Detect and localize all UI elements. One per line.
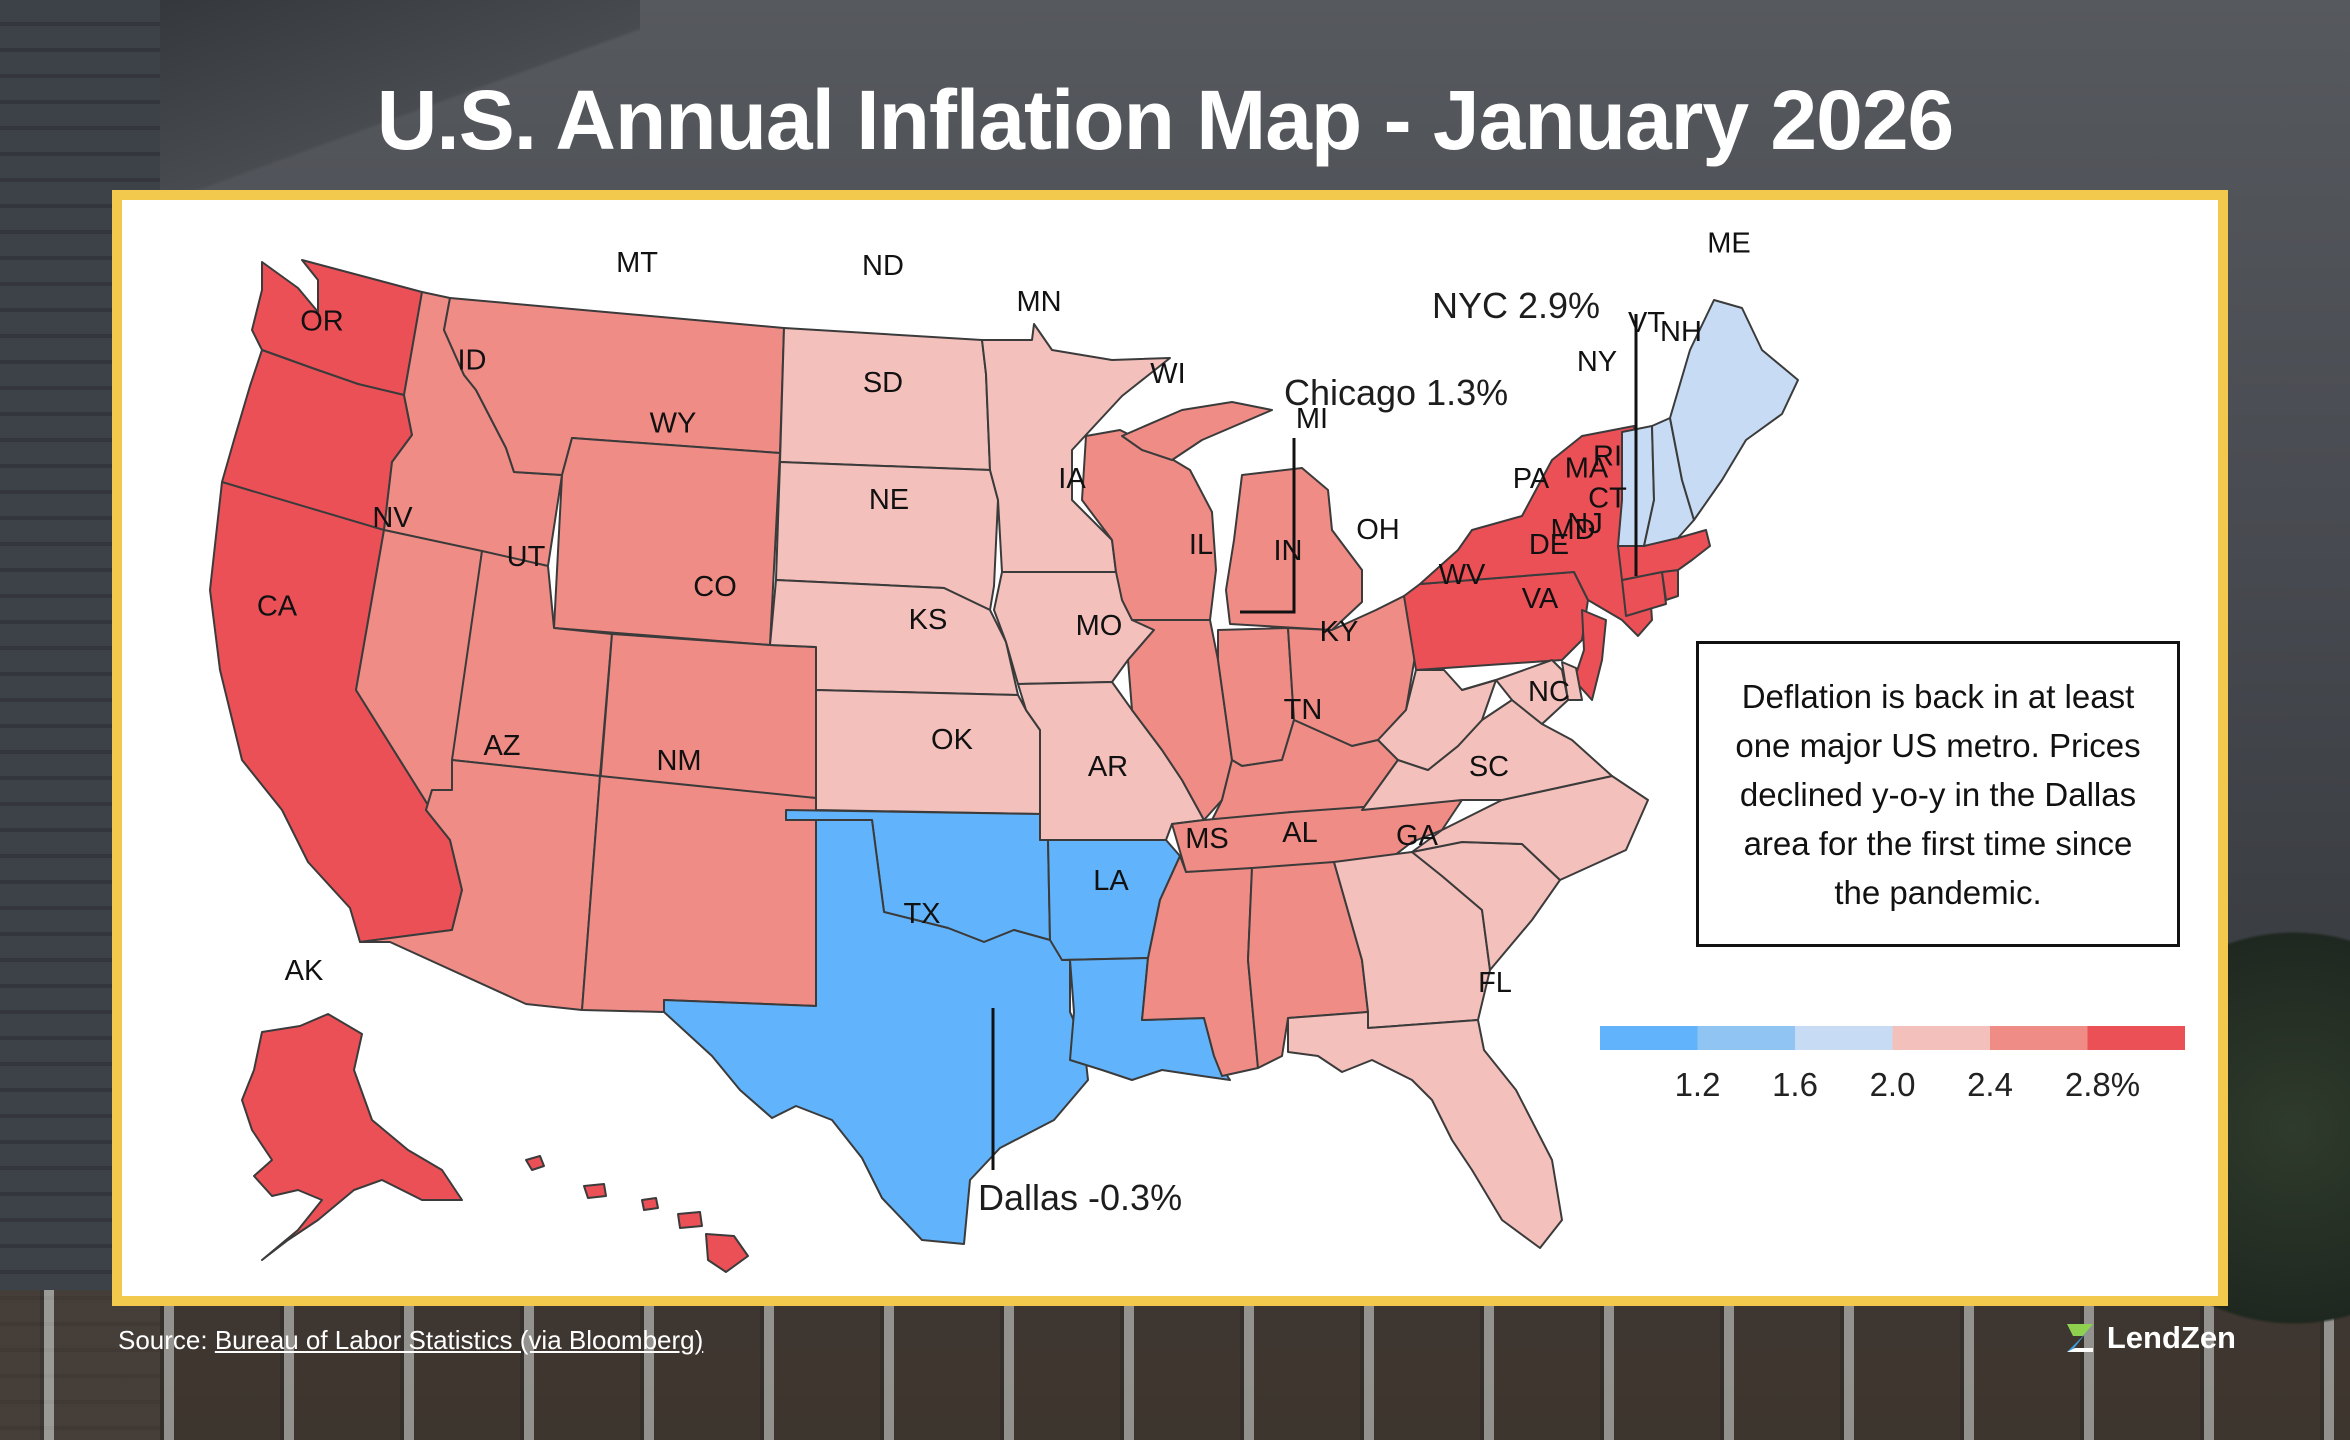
- source-line: Source: Bureau of Labor Statistics (via …: [118, 1325, 703, 1356]
- state-nj[interactable]: [1573, 609, 1607, 701]
- state-label-az: AZ: [483, 730, 520, 762]
- state-mn[interactable]: [981, 323, 1171, 573]
- state-label-pa: PA: [1513, 463, 1550, 495]
- state-wy[interactable]: [553, 437, 781, 646]
- legend-swatch: [1892, 1026, 1990, 1050]
- state-label-ne: NE: [869, 484, 909, 516]
- state-mi[interactable]: [1121, 401, 1363, 631]
- state-il[interactable]: [1127, 619, 1233, 821]
- background-trees: [2210, 920, 2350, 1440]
- state-labels: WA OR CA ID NV MT WY UT CO AZ NM ND SD NE KS OK TX MN IA MO…: [257, 200, 1751, 999]
- chicago-label: Chicago 1.3%: [1284, 372, 1508, 413]
- state-ma[interactable]: [1617, 529, 1711, 581]
- legend-tick-label: 1.2: [1675, 1066, 1721, 1103]
- state-label-sc: SC: [1469, 751, 1509, 783]
- state-label-il: IL: [1189, 529, 1213, 561]
- state-label-in: IN: [1274, 535, 1303, 567]
- state-label-vt: VT: [1628, 307, 1665, 339]
- state-label-tx: TX: [903, 898, 940, 930]
- state-label-ks: KS: [909, 604, 948, 636]
- source-link[interactable]: Bureau of Labor Statistics (via Bloomber…: [214, 1325, 704, 1355]
- state-label-ct: CT: [1588, 483, 1627, 515]
- state-de[interactable]: [1561, 661, 1583, 701]
- state-label-tn: TN: [1284, 694, 1323, 726]
- state-nd[interactable]: [779, 327, 991, 471]
- state-ks[interactable]: [815, 689, 1041, 815]
- nyc-label: NYC 2.9%: [1432, 285, 1600, 326]
- legend-swatch: [2087, 1026, 2185, 1050]
- state-label-id: ID: [458, 345, 487, 377]
- state-label-nv: NV: [372, 502, 413, 534]
- states-layer: [209, 259, 1799, 1273]
- state-co[interactable]: [599, 633, 817, 799]
- us-inflation-map: WA OR CA ID NV MT WY UT CO AZ NM ND SD NE KS OK TX MN IA MO…: [209, 200, 2185, 1273]
- state-label-nj: NJ: [1567, 508, 1602, 540]
- state-label-mo: MO: [1076, 610, 1123, 642]
- page-title: U.S. Annual Inflation Map - January 2026: [376, 73, 1955, 167]
- state-label-ri: RI: [1593, 441, 1622, 473]
- state-ak[interactable]: [241, 1013, 463, 1261]
- state-label-de: DE: [1529, 529, 1569, 561]
- state-label-sd: SD: [863, 367, 903, 399]
- source-prefix: Source:: [118, 1325, 215, 1355]
- state-pa[interactable]: [1403, 571, 1589, 671]
- state-label-co: CO: [693, 571, 737, 603]
- state-in[interactable]: [1217, 627, 1295, 767]
- state-label-mt: MT: [616, 247, 658, 279]
- state-label-wa: WA: [332, 200, 378, 204]
- state-label-nm: NM: [656, 745, 701, 777]
- state-label-ak: AK: [285, 955, 324, 987]
- state-label-wi: WI: [1150, 358, 1185, 390]
- state-label-nc: NC: [1528, 676, 1570, 708]
- state-fl[interactable]: [1287, 1011, 1563, 1249]
- state-me[interactable]: [1669, 299, 1799, 521]
- state-tx[interactable]: [663, 819, 1089, 1245]
- state-label-ar: AR: [1088, 751, 1128, 783]
- state-label-va: VA: [1522, 583, 1559, 615]
- state-label-ia: IA: [1058, 463, 1086, 495]
- lendzen-logo-icon: [2066, 1324, 2093, 1352]
- legend-swatch: [1795, 1026, 1893, 1050]
- state-label-nh: NH: [1660, 316, 1702, 348]
- state-label-ny: NY: [1577, 346, 1617, 378]
- state-label-ok: OK: [931, 724, 974, 756]
- state-label-ky: KY: [1320, 616, 1359, 648]
- brand-name: LendZen: [2106, 1320, 2236, 1355]
- state-label-ga: GA: [1396, 820, 1439, 852]
- state-label-mi: MI: [1296, 403, 1328, 435]
- state-label-fl: FL: [1478, 967, 1512, 999]
- map-panel: WA OR CA ID NV MT WY UT CO AZ NM ND SD NE KS OK TX MN IA MO…: [112, 190, 2228, 1306]
- legend-tick-label: 1.6: [1772, 1066, 1818, 1103]
- chicago-pointer-line: [1240, 438, 1296, 614]
- state-label-wv: WV: [1439, 559, 1486, 591]
- legend-swatch: [1990, 1026, 2088, 1050]
- legend-swatch: [1697, 1026, 1795, 1050]
- state-ri[interactable]: [1661, 569, 1679, 601]
- brand-logo: LendZen: [2063, 1320, 2236, 1356]
- state-label-la: LA: [1093, 865, 1129, 897]
- legend-tick-label: 2.8%: [2065, 1066, 2140, 1103]
- state-label-or: OR: [300, 306, 344, 338]
- state-label-md: MD: [1550, 514, 1595, 546]
- background-townhouses: [0, 1290, 2350, 1440]
- dallas-label: Dallas -0.3%: [978, 1177, 1182, 1218]
- state-label-al: AL: [1282, 817, 1317, 849]
- state-label-ut: UT: [507, 541, 546, 573]
- state-nm[interactable]: [581, 775, 817, 1013]
- state-label-wy: WY: [650, 408, 697, 440]
- state-label-ma: MA: [1565, 453, 1609, 485]
- state-label-oh: OH: [1356, 514, 1400, 546]
- state-label-mn: MN: [1016, 286, 1061, 318]
- legend-tick-label: 2.0: [1870, 1066, 1916, 1103]
- state-label-nd: ND: [862, 250, 904, 282]
- legend-tick-label: 2.4: [1967, 1066, 2013, 1103]
- legend-swatch: [1600, 1026, 1698, 1050]
- state-label-ms: MS: [1185, 823, 1229, 855]
- deflation-callout: Deflation is back in at least one major …: [1696, 641, 2180, 947]
- state-label-ca: CA: [257, 591, 298, 623]
- color-legend: 1.2 1.6 2.0 2.4 2.8%: [1600, 1026, 2185, 1103]
- state-hi[interactable]: [525, 1155, 749, 1273]
- state-label-me: ME: [1707, 228, 1751, 260]
